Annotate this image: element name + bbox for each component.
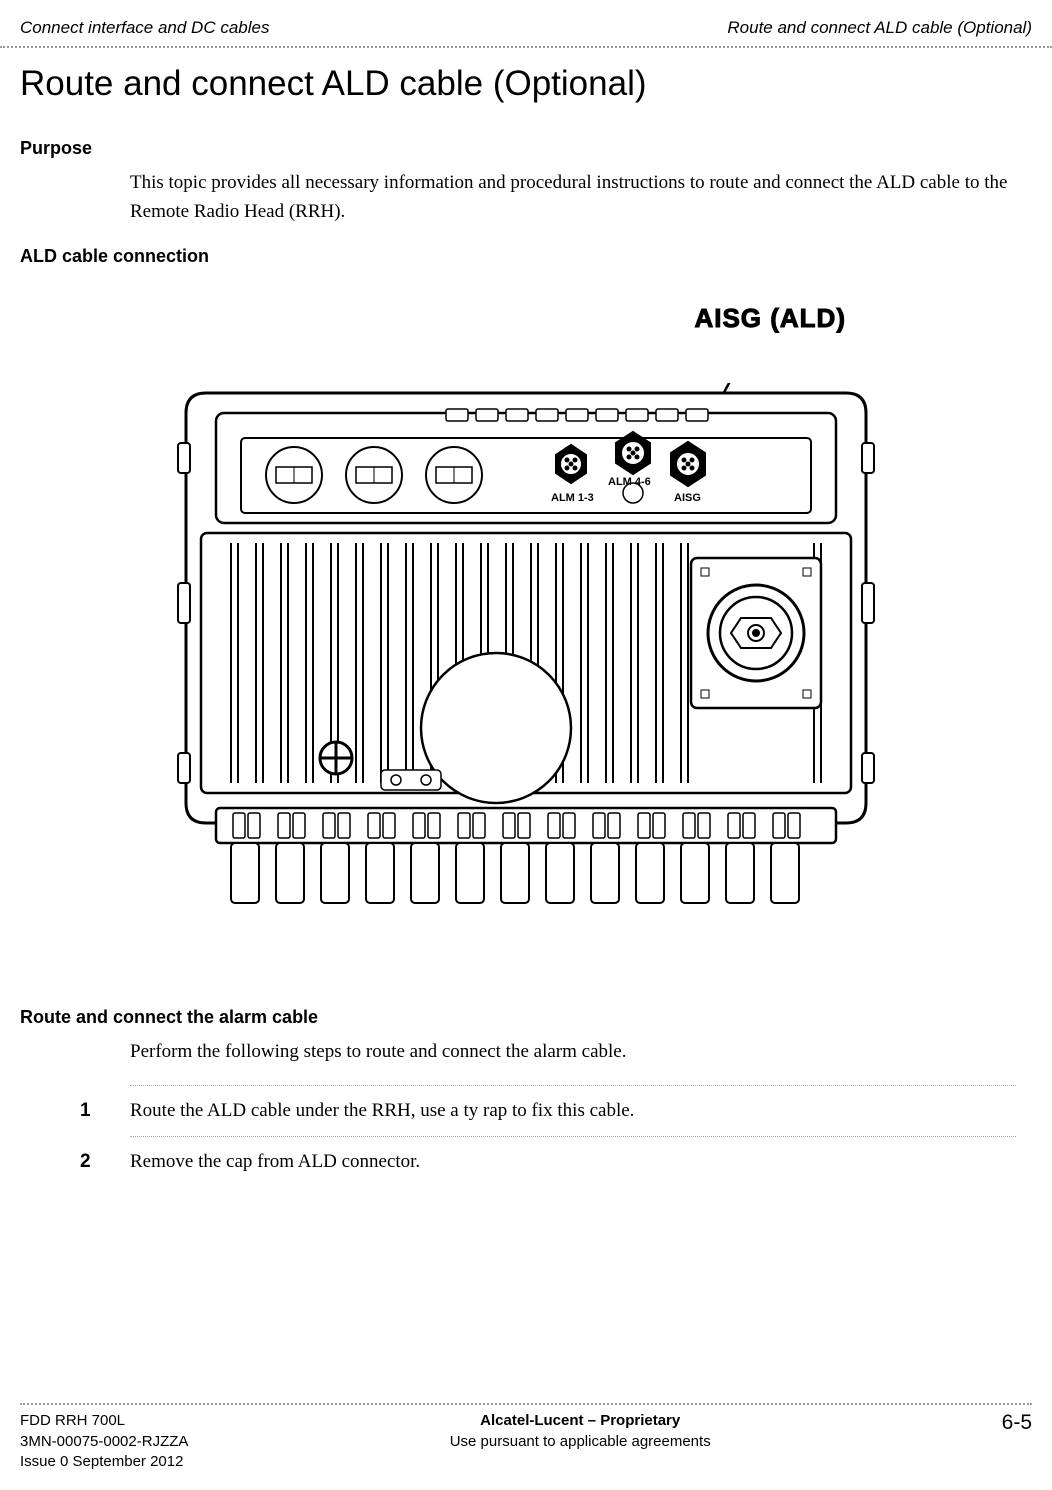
footer-left: FDD RRH 700L 3MN-00075-0002-RJZZA Issue … xyxy=(20,1411,188,1472)
footer-left-line3: Issue 0 September 2012 xyxy=(20,1452,188,1472)
route-connect-heading: Route and connect the alarm cable xyxy=(0,993,1052,1034)
footer-left-line1: FDD RRH 700L xyxy=(20,1411,188,1431)
aisg-callout-label: AISG (ALD) xyxy=(694,303,846,334)
connector-group-left xyxy=(266,447,482,503)
header-divider xyxy=(0,46,1052,48)
bottom-fins xyxy=(231,843,799,903)
step-row: 2 Remove the cap from ALD connector. xyxy=(0,1149,1052,1175)
page-header: Connect interface and DC cables Route an… xyxy=(0,0,1052,46)
alm46-label: ALM 4-6 xyxy=(608,476,651,488)
page-number: 6-5 xyxy=(972,1411,1032,1435)
step-divider-1 xyxy=(130,1136,1016,1137)
aisg-port-label: AISG xyxy=(674,492,701,504)
rrh-device-svg: ALM 1-3 ALM 4-6 AISG xyxy=(146,383,906,963)
alm13-label: ALM 1-3 xyxy=(551,492,594,504)
route-connect-intro: Perform the following steps to route and… xyxy=(0,1034,1052,1073)
step-divider-0 xyxy=(130,1085,1016,1086)
page-footer: FDD RRH 700L 3MN-00075-0002-RJZZA Issue … xyxy=(0,1403,1052,1472)
ald-connection-heading: ALD cable connection xyxy=(0,232,1052,273)
page-title: Route and connect ALD cable (Optional) xyxy=(0,56,1052,124)
footer-center-line1: Alcatel-Lucent – Proprietary xyxy=(188,1411,972,1431)
purpose-heading: Purpose xyxy=(0,124,1052,165)
step-row: 1 Route the ALD cable under the RRH, use… xyxy=(0,1098,1052,1124)
footer-center-line2: Use pursuant to applicable agreements xyxy=(188,1432,972,1452)
step-text-1: Route the ALD cable under the RRH, use a… xyxy=(130,1100,1016,1122)
header-right: Route and connect ALD cable (Optional) xyxy=(727,18,1032,38)
step-number-1: 1 xyxy=(20,1100,130,1122)
purpose-text: This topic provides all necessary inform… xyxy=(0,165,1052,232)
header-left: Connect interface and DC cables xyxy=(20,18,269,38)
footer-left-line2: 3MN-00075-0002-RJZZA xyxy=(20,1432,188,1452)
device-diagram: AISG (ALD) xyxy=(146,303,906,963)
step-text-2: Remove the cap from ALD connector. xyxy=(130,1151,1016,1173)
step-number-2: 2 xyxy=(20,1151,130,1173)
footer-divider xyxy=(20,1403,1032,1405)
footer-center: Alcatel-Lucent – Proprietary Use pursuan… xyxy=(188,1411,972,1452)
